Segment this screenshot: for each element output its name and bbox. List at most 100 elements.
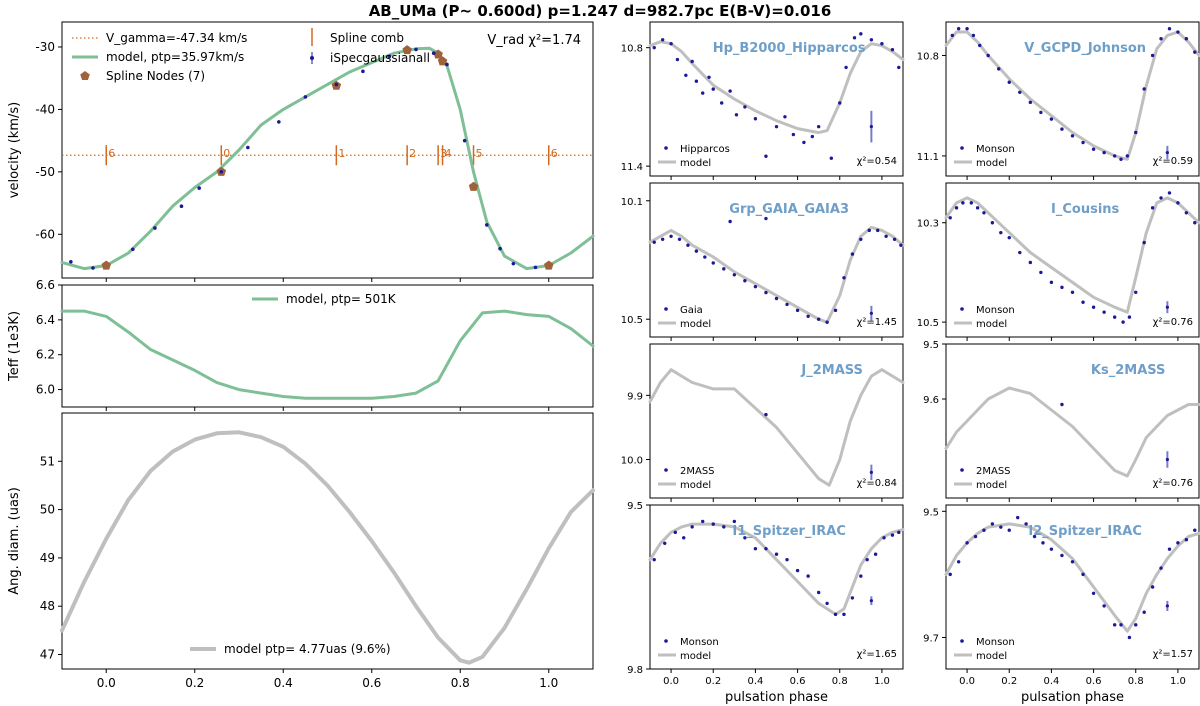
j-data-point [764, 412, 768, 417]
i1-data-point [652, 557, 656, 562]
i2-data-point [1102, 604, 1106, 608]
ks-legend-model-label: model [976, 480, 1007, 491]
hp-data-point [859, 32, 863, 36]
i1-data-point [890, 533, 895, 537]
i2-data-point [1081, 572, 1085, 577]
i1-xtick-label: 0.8 [832, 676, 848, 687]
i1-data-point [785, 557, 789, 562]
hp-legend-data-label: Hipparcos [680, 144, 730, 155]
ks-legend-data-swatch [960, 468, 964, 472]
hp-data-point [802, 140, 806, 145]
ks-ytick-label: 9.5 [923, 340, 939, 351]
i2-model-line [944, 522, 1200, 633]
ic-data-point [1081, 300, 1085, 304]
velocity-data-point [511, 261, 516, 266]
v-ytick-label: 10.8 [917, 51, 939, 62]
ic-data-point [990, 221, 995, 225]
hp-data-point [660, 38, 665, 42]
hp-legend-data-swatch [664, 146, 668, 150]
i2-ytick-label: 9.7 [923, 633, 939, 644]
ic-data-point [1142, 240, 1146, 245]
spline-node [402, 45, 412, 55]
ic-data-point [982, 211, 986, 215]
i1-data-point [663, 541, 667, 545]
grp-data-point [722, 267, 726, 271]
i2-data-point [973, 534, 978, 539]
v-data-point [965, 26, 969, 31]
grp-data-point [884, 234, 888, 239]
v-panel: 10.8 11.1 V_GCPD_Johnson Monson model χ²=0.59 [917, 21, 1200, 180]
grp-data-point [677, 237, 682, 241]
j-panel-title: J_2MASS [800, 363, 863, 378]
v-data-point [1193, 50, 1197, 54]
i2-legend-model-label: model [976, 651, 1007, 662]
velocity-data-point [303, 95, 308, 99]
spline-comb-label: 5 [476, 147, 483, 160]
grp-model-line [648, 225, 905, 324]
i2-data-point [1070, 560, 1075, 564]
ic-errbar-center [1165, 305, 1169, 309]
ic-legend-data-label: Monson [976, 305, 1015, 316]
j-ytick-label: 10.0 [621, 456, 643, 467]
ic-data-point [1049, 280, 1054, 285]
i1-data-point [743, 536, 747, 540]
v-data-point [1184, 37, 1189, 41]
j-frame [649, 343, 904, 499]
diameter-xtick-label: 0.8 [451, 676, 470, 690]
velocity-frame [61, 21, 594, 279]
ks-panel-title: Ks_2MASS [1091, 363, 1166, 378]
ks-legend-data-label: 2MASS [976, 466, 1011, 477]
j-chi2-label: χ²=0.84 [857, 478, 897, 489]
ic-data-point [1028, 260, 1033, 265]
hp-data-point [675, 57, 680, 62]
j-panel: 9.9 10.0 J_2MASS 2MASS model χ²=0.84 [621, 343, 905, 502]
hp-data-point [728, 89, 732, 93]
hp-data-point [852, 36, 857, 40]
v-model-line [944, 30, 1200, 161]
ic-data-point [1193, 221, 1197, 225]
hp-data-point [774, 124, 779, 129]
ic-data-point [1070, 290, 1075, 294]
hp-data-point [791, 132, 796, 137]
ic-data-point [1127, 315, 1132, 319]
grp-data-point [764, 290, 768, 295]
i1-xlabel: pulsation phase [725, 690, 828, 705]
hp-panel-title: Hp_B2000_Hipparcos [713, 41, 866, 56]
i1-data-point [682, 536, 686, 540]
i2-data-point [1134, 623, 1138, 627]
diameter-ytick-label: 51 [40, 454, 55, 468]
v-data-point [1039, 110, 1043, 115]
i2-xtick-label: 0.8 [1128, 676, 1144, 687]
grp-data-point [859, 237, 863, 241]
grp-frame [649, 182, 904, 338]
spline-comb-label: 4 [445, 147, 452, 160]
hp-data-point [869, 38, 874, 42]
ic-ytick-label: 10.3 [917, 219, 939, 230]
i1-data-point [732, 519, 737, 524]
hp-data-point [652, 45, 656, 50]
i1-data-point [850, 596, 855, 600]
j-legend-data-swatch [664, 468, 668, 472]
grp-panel: 10.1 10.5 Grp_GAIA_GAIA3 Gaia model χ²=1.45 [621, 182, 905, 341]
i1-xtick-label: 0.2 [705, 676, 721, 687]
ks-chi2-label: χ²=0.76 [1153, 478, 1193, 489]
i1-data-point [753, 547, 758, 551]
j-model-line [648, 368, 905, 487]
spline-comb-label: 3 [440, 147, 447, 160]
velocity-data-point [334, 82, 339, 87]
grp-errbar-center [869, 311, 873, 315]
v-data-point [1159, 37, 1163, 41]
hp-data-point [690, 59, 694, 64]
v-errbar-center [1165, 150, 1169, 155]
hp-data-point [764, 154, 768, 158]
diameter-model-line [60, 430, 595, 665]
i2-legend-data-swatch [960, 639, 964, 643]
ic-data-point [1134, 290, 1138, 294]
grp-data-point [850, 252, 855, 256]
i1-xtick-label: 1.0 [874, 676, 890, 687]
i1-panel: 9.5 9.8 0.0 0.2 0.4 0.6 0.8 1.0 I1_Spitzer_IRAC M… [627, 501, 905, 705]
v-data-point [1049, 117, 1054, 121]
i1-panel-title: I1_Spitzer_IRAC [732, 524, 845, 539]
ic-frame [945, 182, 1200, 338]
